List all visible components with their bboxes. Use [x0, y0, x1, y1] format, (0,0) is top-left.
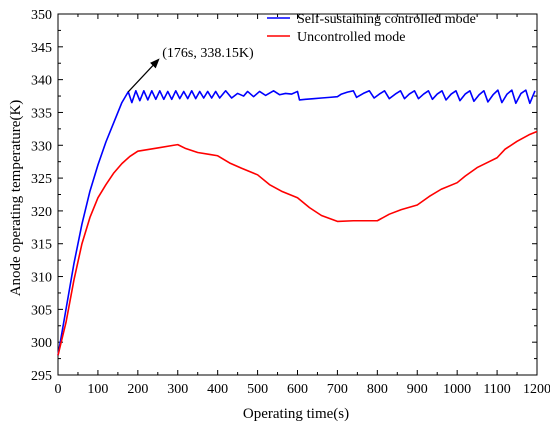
annotation-label: (176s, 338.15K): [162, 46, 254, 61]
y-tick-label: 320: [31, 205, 52, 220]
x-tick-label: 600: [287, 382, 308, 397]
series-line-controlled: [57, 89, 536, 356]
y-tick-label: 305: [31, 303, 52, 318]
x-tick-label: 400: [207, 382, 228, 397]
x-tick-label: 300: [167, 382, 188, 397]
y-tick-label: 330: [31, 139, 52, 154]
plot-frame: [57, 13, 538, 376]
x-tick-label: 1200: [523, 382, 550, 397]
y-axis-title: Anode operating temperature(K): [8, 100, 24, 297]
series-line-uncontrolled: [57, 130, 538, 356]
x-tick-label: 1100: [483, 382, 510, 397]
x-tick-label: 1000: [443, 382, 471, 397]
x-tick-label: 0: [55, 382, 62, 397]
y-tick-label: 310: [31, 271, 52, 286]
y-tick-label: 295: [31, 369, 52, 384]
legend-label: Self-sustaining controlled mode: [297, 12, 476, 27]
x-tick-label: 100: [87, 382, 108, 397]
annotation-arrow: [127, 58, 160, 93]
y-tick-label: 335: [31, 106, 52, 121]
x-tick-label: 500: [247, 382, 268, 397]
y-tick-label: 340: [31, 74, 52, 89]
x-axis-title: Operating time(s): [243, 406, 349, 422]
legend-label: Uncontrolled mode: [297, 30, 405, 45]
y-tick-label: 345: [31, 41, 52, 56]
x-tick-label: 700: [327, 382, 348, 397]
y-tick-label: 350: [31, 8, 52, 23]
x-tick-label: 900: [407, 382, 428, 397]
x-tick-label: 200: [127, 382, 148, 397]
x-tick-label: 800: [367, 382, 388, 397]
y-tick-label: 300: [31, 336, 52, 351]
y-tick-label: 325: [31, 172, 52, 187]
y-tick-label: 315: [31, 238, 52, 253]
